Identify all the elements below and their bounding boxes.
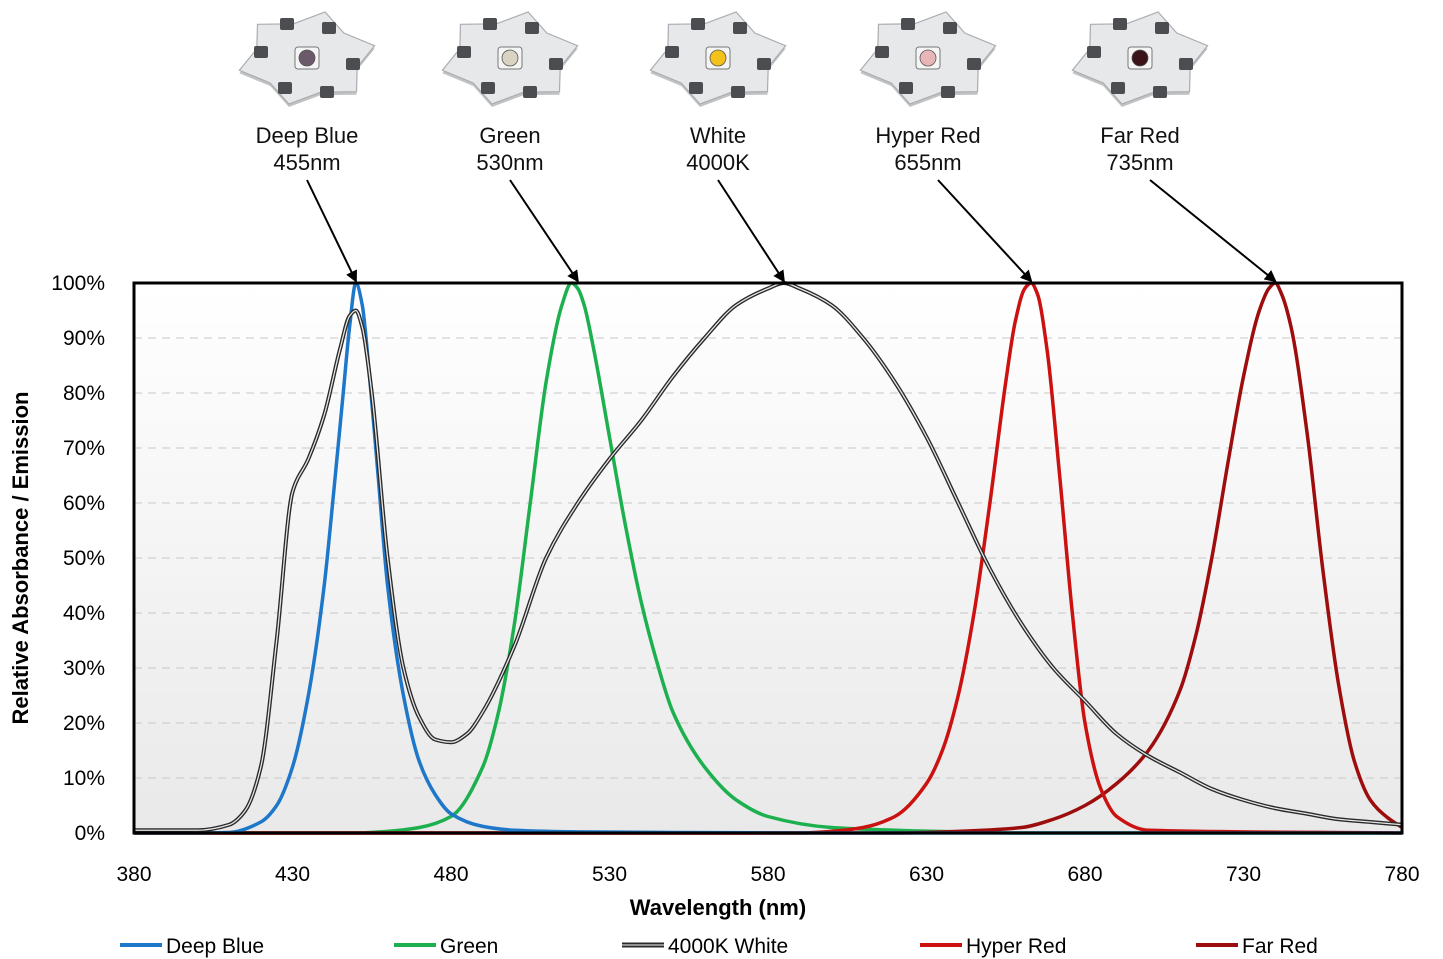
y-tick-label: 80%: [63, 382, 105, 405]
x-tick-label: 530: [592, 863, 627, 886]
y-axis-title: Relative Absorbance / Emission: [8, 392, 33, 725]
solder-pad: [875, 46, 889, 58]
plot-frame: [132, 281, 1404, 835]
y-tick-label: 30%: [63, 657, 105, 680]
x-tick-label: 680: [1067, 863, 1102, 886]
legend-label: 4000K White: [668, 935, 788, 958]
annotation-label-value: 455nm: [273, 150, 340, 175]
solder-pad: [346, 58, 360, 70]
legend-item-hyper-red: Hyper Red: [920, 935, 1066, 958]
solder-pad: [731, 86, 745, 98]
legend-label: Deep Blue: [166, 935, 264, 958]
y-tick-label: 10%: [63, 767, 105, 790]
led-chip: [919, 49, 937, 67]
grid-lines: [134, 337, 1402, 779]
annotation-arrow: [717, 179, 785, 283]
solder-pad: [525, 22, 539, 34]
annotation-arrow: [1149, 179, 1277, 283]
x-tick-label: 480: [433, 863, 468, 886]
series-line-4000k-white: [133, 282, 1403, 831]
y-tick-label: 90%: [63, 327, 105, 350]
y-tick-label: 0%: [75, 822, 105, 845]
y-tick-label: 100%: [51, 272, 105, 295]
solder-pad: [941, 86, 955, 98]
y-tick-label: 60%: [63, 492, 105, 515]
solder-pad: [483, 18, 497, 30]
annotation-label-value: 530nm: [476, 150, 543, 175]
solder-pad: [899, 82, 913, 94]
series-line-hyper-red: [133, 281, 1403, 835]
x-tick-label: 730: [1226, 863, 1261, 886]
annotation-arrow: [306, 179, 357, 283]
x-tick-label: 630: [909, 863, 944, 886]
legend-item-4000k-white: 4000K White: [622, 935, 788, 958]
solder-pad: [320, 86, 334, 98]
legend-item-deep-blue: Deep Blue: [120, 935, 264, 958]
solder-pad: [481, 82, 495, 94]
x-tick-label: 580: [750, 863, 785, 886]
solder-pad: [254, 46, 268, 58]
solder-pad: [689, 82, 703, 94]
series-lines: [133, 280, 1403, 835]
legend: Deep Blue Green 4000K White Hyper Red Far Re…: [120, 935, 1318, 958]
annotation-label-value: 655nm: [894, 150, 961, 175]
solder-pad: [1087, 46, 1101, 58]
x-axis-title: Wavelength (nm): [630, 895, 806, 920]
solder-pad: [1179, 58, 1193, 70]
x-tick-label: 430: [275, 863, 310, 886]
x-tick-label: 380: [116, 863, 151, 886]
solder-pad: [967, 58, 981, 70]
series-line-far-red: [133, 281, 1403, 835]
y-tick-label: 20%: [63, 712, 105, 735]
legend-item-green: Green: [394, 935, 498, 958]
y-tick-label: 40%: [63, 602, 105, 625]
solder-pad: [665, 46, 679, 58]
annotation-label-name: Hyper Red: [875, 123, 980, 148]
solder-pad: [1113, 18, 1127, 30]
x-tick-label: 780: [1384, 863, 1419, 886]
annotation-label-value: 735nm: [1106, 150, 1173, 175]
solder-pad: [757, 58, 771, 70]
legend-label: Hyper Red: [966, 935, 1066, 958]
solder-pad: [1153, 86, 1167, 98]
solder-pad: [280, 18, 294, 30]
y-tick-label: 70%: [63, 437, 105, 460]
series-line-green: [133, 281, 1402, 835]
led-chip: [298, 49, 316, 67]
solder-pad: [901, 18, 915, 30]
annotation-arrow: [937, 179, 1033, 283]
solder-pad: [457, 46, 471, 58]
legend-label: Far Red: [1242, 935, 1318, 958]
solder-pad: [278, 82, 292, 94]
solder-pad: [1155, 22, 1169, 34]
led-chip: [501, 49, 519, 67]
solder-pad: [733, 22, 747, 34]
annotation-label-name: Green: [479, 123, 540, 148]
annotation-label-value: 4000K: [686, 150, 750, 175]
annotation-label-name: Far Red: [1100, 123, 1179, 148]
x-tick-labels: 380 430 480 530 580 630 680 730 780: [116, 863, 1419, 886]
legend-item-far-red: Far Red: [1196, 935, 1318, 958]
solder-pad: [322, 22, 336, 34]
solder-pad: [943, 22, 957, 34]
annotation-arrow: [509, 179, 579, 283]
legend-label: Green: [440, 935, 498, 958]
y-tick-label: 50%: [63, 547, 105, 570]
led-chip: [1131, 49, 1149, 67]
led-chip: [709, 49, 727, 67]
solder-pad: [691, 18, 705, 30]
annotation-label-name: White: [690, 123, 746, 148]
y-tick-labels: 0% 10% 20% 30% 40% 50% 60% 70% 80% 90% 100%: [51, 272, 105, 845]
solder-pad: [549, 58, 563, 70]
annotation-label-name: Deep Blue: [256, 123, 359, 148]
solder-pad: [1111, 82, 1125, 94]
solder-pad: [523, 86, 537, 98]
